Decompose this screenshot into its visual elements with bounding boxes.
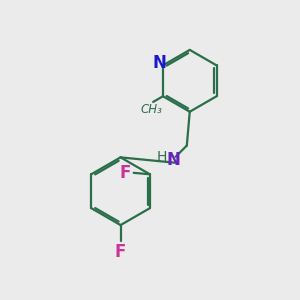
Text: F: F <box>120 164 131 182</box>
Text: N: N <box>152 54 166 72</box>
Text: H: H <box>157 150 167 164</box>
Text: CH₃: CH₃ <box>141 103 163 116</box>
Text: N: N <box>167 151 181 169</box>
Text: F: F <box>115 243 126 261</box>
